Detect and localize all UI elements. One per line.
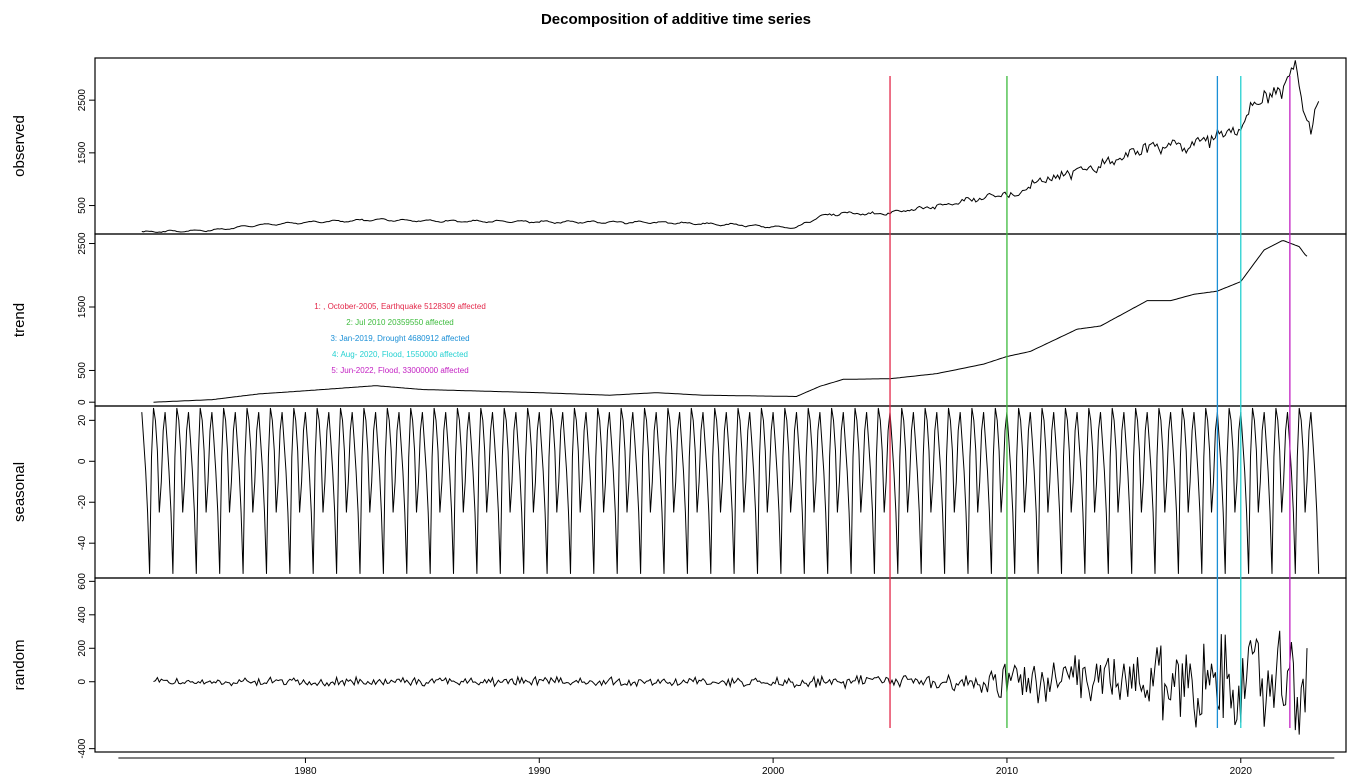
y-tick-label: -40: [77, 536, 88, 551]
x-tick-label: 2020: [1230, 766, 1253, 777]
y-axis-label-random: random: [11, 640, 28, 691]
x-tick-label: 1980: [294, 766, 317, 777]
panels: 50015002500observed050015002500trend-40-…: [11, 57, 1347, 759]
series-line-observed: [141, 60, 1320, 233]
y-axis-label-trend: trend: [11, 303, 28, 337]
y-tick-label: 20: [77, 414, 88, 426]
y-tick-label: -20: [77, 495, 88, 510]
y-tick-label: 500: [77, 362, 88, 379]
y-tick-label: 2500: [77, 232, 88, 255]
event-lines: [889, 76, 1291, 728]
y-tick-label: 500: [77, 197, 88, 214]
x-axis: 1980 1990 2000 2010 2020: [118, 757, 1335, 777]
panel-frame: [94, 57, 1347, 235]
series-line-trend: [153, 240, 1308, 403]
y-tick-label: 2500: [77, 89, 88, 112]
y-tick-label: 400: [77, 606, 88, 623]
event-annotations: 1: , October-2005, Earthquake 5128309 af…: [314, 302, 486, 375]
panel-observed: 500 1500 2500 observed: [11, 57, 1347, 235]
y-axis-label-seasonal: seasonal: [11, 462, 28, 522]
event-annotation-3: 3: Jan-2019, Drought 4680912 affected: [330, 334, 469, 343]
y-axis-label-observed: observed: [11, 115, 28, 177]
series-line-seasonal: [141, 407, 1320, 574]
panel-frame: [94, 577, 1347, 753]
y-tick-label: 200: [77, 639, 88, 656]
event-annotation-2: 2: Jul 2010 20359550 affected: [346, 318, 454, 327]
y-tick-label: 0: [77, 458, 88, 464]
x-tick-label: 2010: [996, 766, 1019, 777]
x-tick-label: 2000: [762, 766, 785, 777]
y-tick-label: -400: [77, 738, 88, 758]
panel-frame: [94, 233, 1347, 407]
panel-random: -400 0 200 400 600 random: [11, 573, 1347, 759]
y-tick-label: 0: [77, 399, 88, 405]
panel-trend: 0 500 1500 2500 trend: [11, 232, 1347, 407]
event-annotation-5: 5: Jun-2022, Flood, 33000000 affected: [331, 366, 468, 375]
event-annotation-4: 4: Aug- 2020, Flood, 1550000 affected: [332, 350, 468, 359]
y-tick-label: 0: [77, 679, 88, 685]
y-tick-label: 1500: [77, 141, 88, 164]
chart-title: Decomposition of additive time series: [541, 11, 811, 28]
y-tick-label: 1500: [77, 295, 88, 318]
x-tick-label: 1990: [528, 766, 551, 777]
series-line-random: [153, 630, 1308, 735]
panel-seasonal: -40 -20 0 20 seasonal: [11, 405, 1347, 579]
event-annotation-1: 1: , October-2005, Earthquake 5128309 af…: [314, 302, 486, 311]
y-tick-label: 600: [77, 573, 88, 590]
